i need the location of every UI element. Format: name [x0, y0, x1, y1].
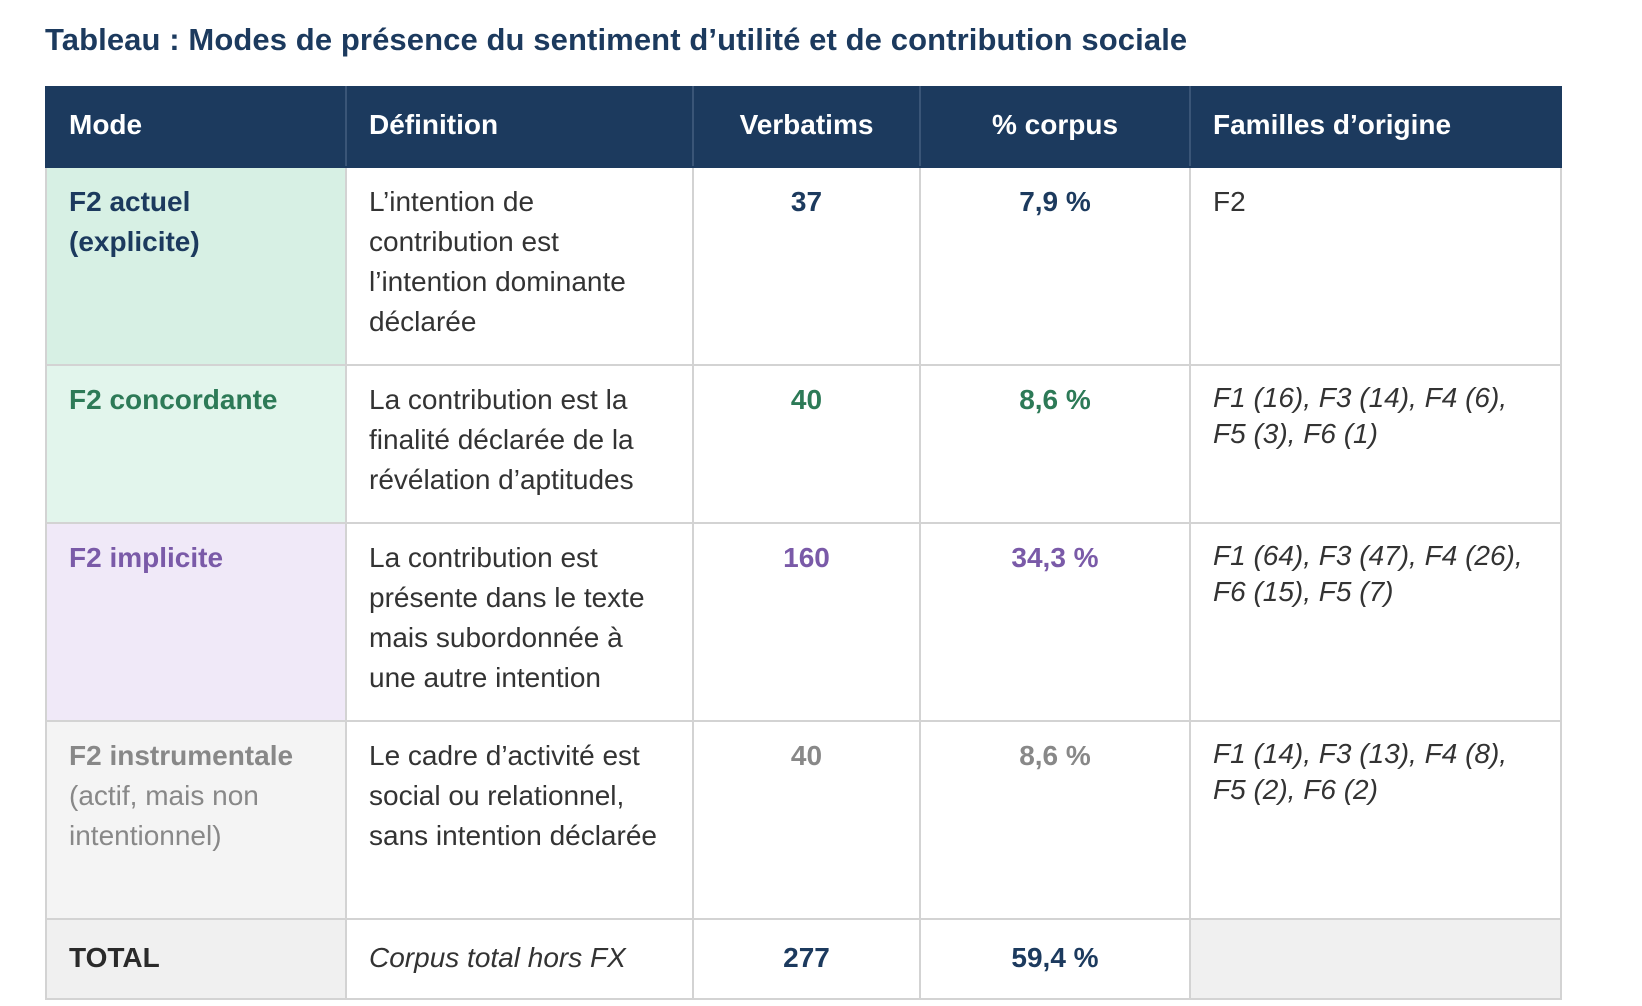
header-mode: Mode: [45, 86, 347, 168]
modes-table: Mode Définition Verbatims % corpus Famil…: [45, 86, 1562, 1000]
pct-corpus-cell: 8,6 %: [919, 364, 1191, 524]
verbatims-cell: 37: [692, 166, 921, 366]
mode-name: F2 concordante: [69, 384, 278, 415]
table-row: F2 instrumentale (actif, mais non intent…: [45, 720, 1562, 920]
header-verbatims: Verbatims: [692, 86, 921, 168]
familles-text: F1 (16), F3 (14), F4 (6), F5 (3), F6 (1): [1213, 382, 1508, 449]
mode-cell: F2 implicite: [45, 522, 347, 722]
header-pct-corpus: % corpus: [919, 86, 1191, 168]
total-definition: Corpus total hors FX: [345, 918, 694, 1000]
mode-name: F2 implicite: [69, 542, 224, 573]
familles-cell: F1 (16), F3 (14), F4 (6), F5 (3), F6 (1): [1189, 364, 1562, 524]
header-row: Mode Définition Verbatims % corpus Famil…: [45, 86, 1562, 168]
pct-corpus-cell: 7,9 %: [919, 166, 1191, 366]
definition-cell: Le cadre d’activité est social ou relati…: [345, 720, 694, 920]
definition-cell: La contribution est la finalité déclarée…: [345, 364, 694, 524]
mode-qualifier: (actif, mais non intentionnel): [69, 780, 259, 851]
definition-cell: L’intention de contribution est l’intent…: [345, 166, 694, 366]
verbatims-cell: 40: [692, 720, 921, 920]
table-row: F2 actuel (explicite) L’intention de con…: [45, 166, 1562, 366]
total-pct-corpus: 59,4 %: [919, 918, 1191, 1000]
total-familles: [1189, 918, 1562, 1000]
total-row: TOTAL Corpus total hors FX 277 59,4 %: [45, 918, 1562, 1000]
mode-cell: F2 concordante: [45, 364, 347, 524]
mode-name: F2 instrumentale: [69, 740, 294, 771]
familles-cell: F1 (64), F3 (47), F4 (26), F6 (15), F5 (…: [1189, 522, 1562, 722]
pct-corpus-cell: 34,3 %: [919, 522, 1191, 722]
table-row: F2 implicite La contribution est présent…: [45, 522, 1562, 722]
header-familles: Familles d’origine: [1189, 86, 1562, 168]
definition-cell: La contribution est présente dans le tex…: [345, 522, 694, 722]
table-row: F2 concordante La contribution est la fi…: [45, 364, 1562, 524]
familles-text: F1 (14), F3 (13), F4 (8), F5 (2), F6 (2): [1213, 738, 1508, 805]
total-verbatims: 277: [692, 918, 921, 1000]
familles-cell: F1 (14), F3 (13), F4 (8), F5 (2), F6 (2): [1189, 720, 1562, 920]
header-definition: Définition: [345, 86, 694, 168]
verbatims-cell: 40: [692, 364, 921, 524]
pct-corpus-cell: 8,6 %: [919, 720, 1191, 920]
verbatims-cell: 160: [692, 522, 921, 722]
mode-name: F2 actuel: [69, 186, 191, 217]
total-label: TOTAL: [45, 918, 347, 1000]
familles-text: F1 (64), F3 (47), F4 (26), F6 (15), F5 (…: [1213, 540, 1523, 607]
mode-cell: F2 actuel (explicite): [45, 166, 347, 366]
mode-cell: F2 instrumentale (actif, mais non intent…: [45, 720, 347, 920]
table-title: Tableau : Modes de présence du sentiment…: [45, 22, 1188, 57]
mode-qualifier: (explicite): [69, 226, 200, 257]
familles-cell: F2: [1189, 166, 1562, 366]
